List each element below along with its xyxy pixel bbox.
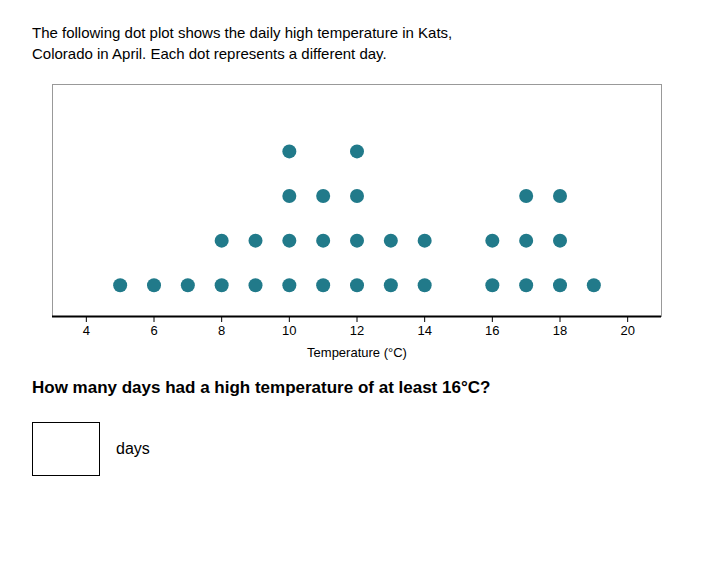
svg-text:10: 10 bbox=[282, 323, 296, 338]
html-text:Colorado in April. Each dot re: Colorado in April. Each dot represents a… bbox=[32, 45, 387, 62]
svg-text:4: 4 bbox=[83, 323, 90, 338]
html-text:days: days bbox=[116, 440, 150, 457]
svg-text:16: 16 bbox=[485, 323, 499, 338]
svg-text:8: 8 bbox=[218, 323, 225, 338]
html-text:How many days had a high tempe: How many days had a high temperature of … bbox=[32, 378, 491, 397]
svg-text:12: 12 bbox=[350, 323, 364, 338]
svg-text:14: 14 bbox=[417, 323, 431, 338]
svg-text:18: 18 bbox=[553, 323, 567, 338]
svg-text:Temperature (°C): Temperature (°C) bbox=[307, 345, 407, 360]
svg-text:6: 6 bbox=[150, 323, 157, 338]
svg-text:20: 20 bbox=[620, 323, 634, 338]
html-text:The following dot plot shows t: The following dot plot shows the daily h… bbox=[32, 24, 453, 41]
